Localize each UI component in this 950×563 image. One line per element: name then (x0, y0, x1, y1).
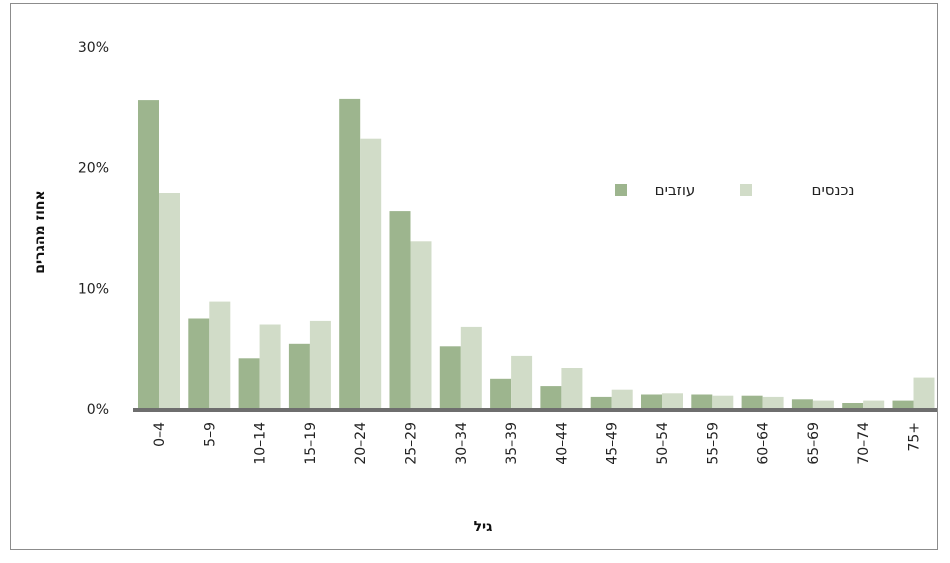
x-tick-label: 45–49 (605, 422, 621, 465)
x-tick-label: 15–19 (303, 422, 319, 465)
x-tick-label: 35–39 (504, 422, 520, 465)
bar-leaving (389, 211, 411, 409)
x-tick-label: 20–24 (353, 422, 369, 465)
bar-leaving (339, 98, 361, 410)
bar-arriving (511, 355, 533, 409)
bar-leaving (138, 100, 159, 409)
x-tick-label: 75+ (907, 422, 923, 452)
bar-leaving (842, 403, 864, 409)
bar-leaving (791, 399, 813, 409)
x-axis-ticks: 0–4 5–9 10–14 15–19 20–24 25–29 30–34 35–39 40–4… (152, 422, 923, 465)
bar-leaving (188, 318, 210, 409)
bar-arriving (309, 320, 331, 409)
y-tick-label: 10% (78, 281, 109, 297)
bar-leaving (590, 396, 612, 409)
x-tick-label: 0–4 (152, 422, 168, 447)
x-tick-label: 70–74 (856, 422, 872, 465)
bar-arriving (360, 138, 382, 409)
x-tick-label: 25–29 (404, 422, 420, 465)
legend: עוזבים נכנסים (615, 181, 855, 199)
bar-leaving (540, 386, 562, 409)
bar-leaving (741, 395, 763, 409)
x-tick-label: 5–9 (202, 422, 218, 447)
bar-arriving (863, 400, 885, 409)
legend-swatch (740, 184, 752, 196)
bar-arriving (259, 324, 281, 409)
bar-arriving (662, 393, 683, 409)
bar-arriving (561, 368, 583, 409)
bar-leaving (288, 343, 310, 409)
bar-arriving (611, 389, 633, 409)
x-tick-label: 55–59 (705, 422, 721, 465)
bar-arriving (209, 301, 231, 409)
bar-arriving (460, 326, 482, 409)
x-tick-label: 10–14 (253, 422, 269, 465)
bar-arriving (159, 193, 180, 409)
legend-label: נכנסים (812, 181, 855, 199)
bar-arriving (712, 395, 734, 409)
x-axis-title: גיל (474, 519, 493, 535)
y-tick-label: 20% (78, 161, 109, 177)
bar-arriving (913, 377, 935, 409)
bar-arriving (812, 400, 834, 409)
x-tick-label: 60–64 (756, 422, 772, 465)
x-tick-label: 40–44 (554, 422, 570, 465)
x-tick-label: 65–69 (806, 422, 822, 465)
bar-leaving (641, 394, 662, 409)
bar-leaving (490, 378, 512, 409)
y-axis-title: אחוז מהגרים (32, 190, 48, 273)
bar-arriving (410, 241, 432, 409)
y-tick-label: 0% (87, 402, 109, 418)
x-tick-label: 30–34 (454, 422, 470, 465)
chart-frame: 0% 10% 20% 30% 0–4 5–9 10–14 15–19 20–24 25–29 30… (10, 3, 938, 550)
y-axis-ticks: 0% 10% 20% 30% (78, 40, 109, 418)
chart-svg: 0% 10% 20% 30% 0–4 5–9 10–14 15–19 20–24 25–29 30… (32, 40, 937, 535)
bar-leaving (238, 358, 260, 409)
legend-swatch (615, 184, 627, 196)
bar-leaving (439, 346, 461, 409)
legend-label: עוזבים (655, 181, 696, 199)
bars (138, 98, 935, 410)
x-tick-label: 50–54 (655, 422, 671, 465)
bar-arriving (762, 396, 784, 409)
y-tick-label: 30% (78, 40, 109, 56)
bar-leaving (691, 394, 713, 409)
bar-leaving (892, 400, 914, 409)
